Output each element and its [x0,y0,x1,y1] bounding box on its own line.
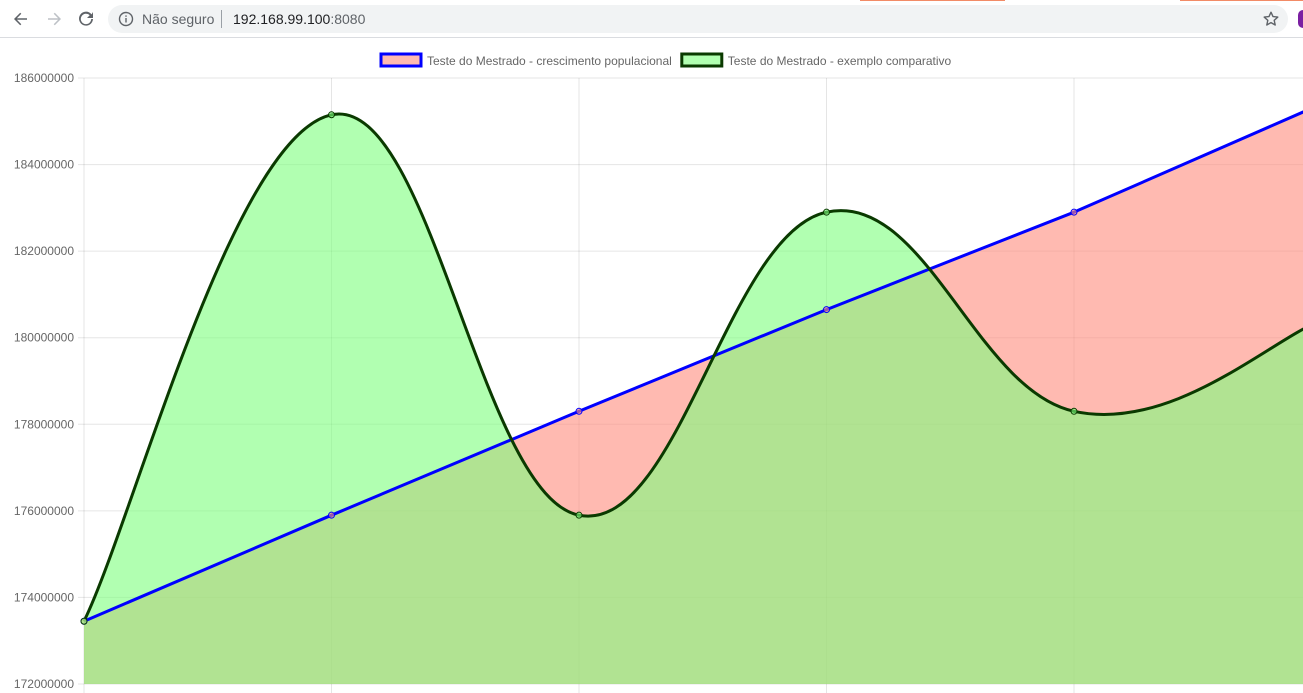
back-button[interactable] [8,6,34,32]
series-1-point[interactable] [80,617,88,625]
star-icon[interactable] [1262,10,1280,28]
reload-button[interactable] [73,6,99,32]
y-axis: 186000000 184000000 182000000 180000000 1780… [14,71,74,691]
legend-label: Teste do Mestrado - crescimento populaci… [427,54,672,68]
legend-item-1[interactable]: Teste do Mestrado - exemplo comparativo [680,52,952,68]
line-chart: 186000000 184000000 182000000 180000000 1780… [14,52,1303,693]
browser-toolbar: Não seguro 192.168.99.100:8080 [0,0,1303,38]
forward-button[interactable] [41,6,67,32]
y-tick-label: 174000000 [14,590,74,604]
reload-icon [79,11,93,26]
y-tick-label: 178000000 [14,417,74,431]
legend-label: Teste do Mestrado - exemplo comparativo [728,54,952,68]
series-0-line [83,110,1303,623]
legend-swatch [680,52,724,68]
legend-item-0[interactable]: Teste do Mestrado - crescimento populaci… [379,52,672,68]
url-text[interactable]: 192.168.99.100:8080 [233,11,365,27]
y-tick-label: 182000000 [14,244,74,258]
forward-arrow-icon [48,12,61,26]
profile-avatar[interactable] [1298,10,1303,28]
y-tick-label: 172000000 [14,677,74,691]
series-points [80,111,1078,625]
series-1-point[interactable] [575,511,583,519]
back-arrow-icon [14,12,27,26]
legend-swatch [379,52,423,68]
series-1-point[interactable] [823,208,830,216]
chart-legend[interactable]: Teste do Mestrado - crescimento populaci… [379,52,952,68]
info-icon[interactable] [118,11,134,27]
series-1-point[interactable] [1070,407,1078,415]
url-port: :8080 [330,11,366,27]
series-0-point[interactable] [823,306,830,314]
tab-strip-edge [0,0,1303,1]
address-bar[interactable]: Não seguro 192.168.99.100:8080 [108,5,1288,33]
series-0-point[interactable] [1070,208,1078,216]
security-status[interactable]: Não seguro [142,11,215,27]
y-tick-label: 184000000 [14,158,74,172]
series-1-point[interactable] [328,111,335,119]
series-0-point[interactable] [575,407,583,415]
address-separator [221,10,222,28]
y-tick-label: 180000000 [14,331,74,345]
series-0-point[interactable] [328,511,335,519]
y-tick-label: 176000000 [14,504,74,518]
y-tick-label: 186000000 [14,71,74,85]
url-host: 192.168.99.100 [233,11,331,27]
